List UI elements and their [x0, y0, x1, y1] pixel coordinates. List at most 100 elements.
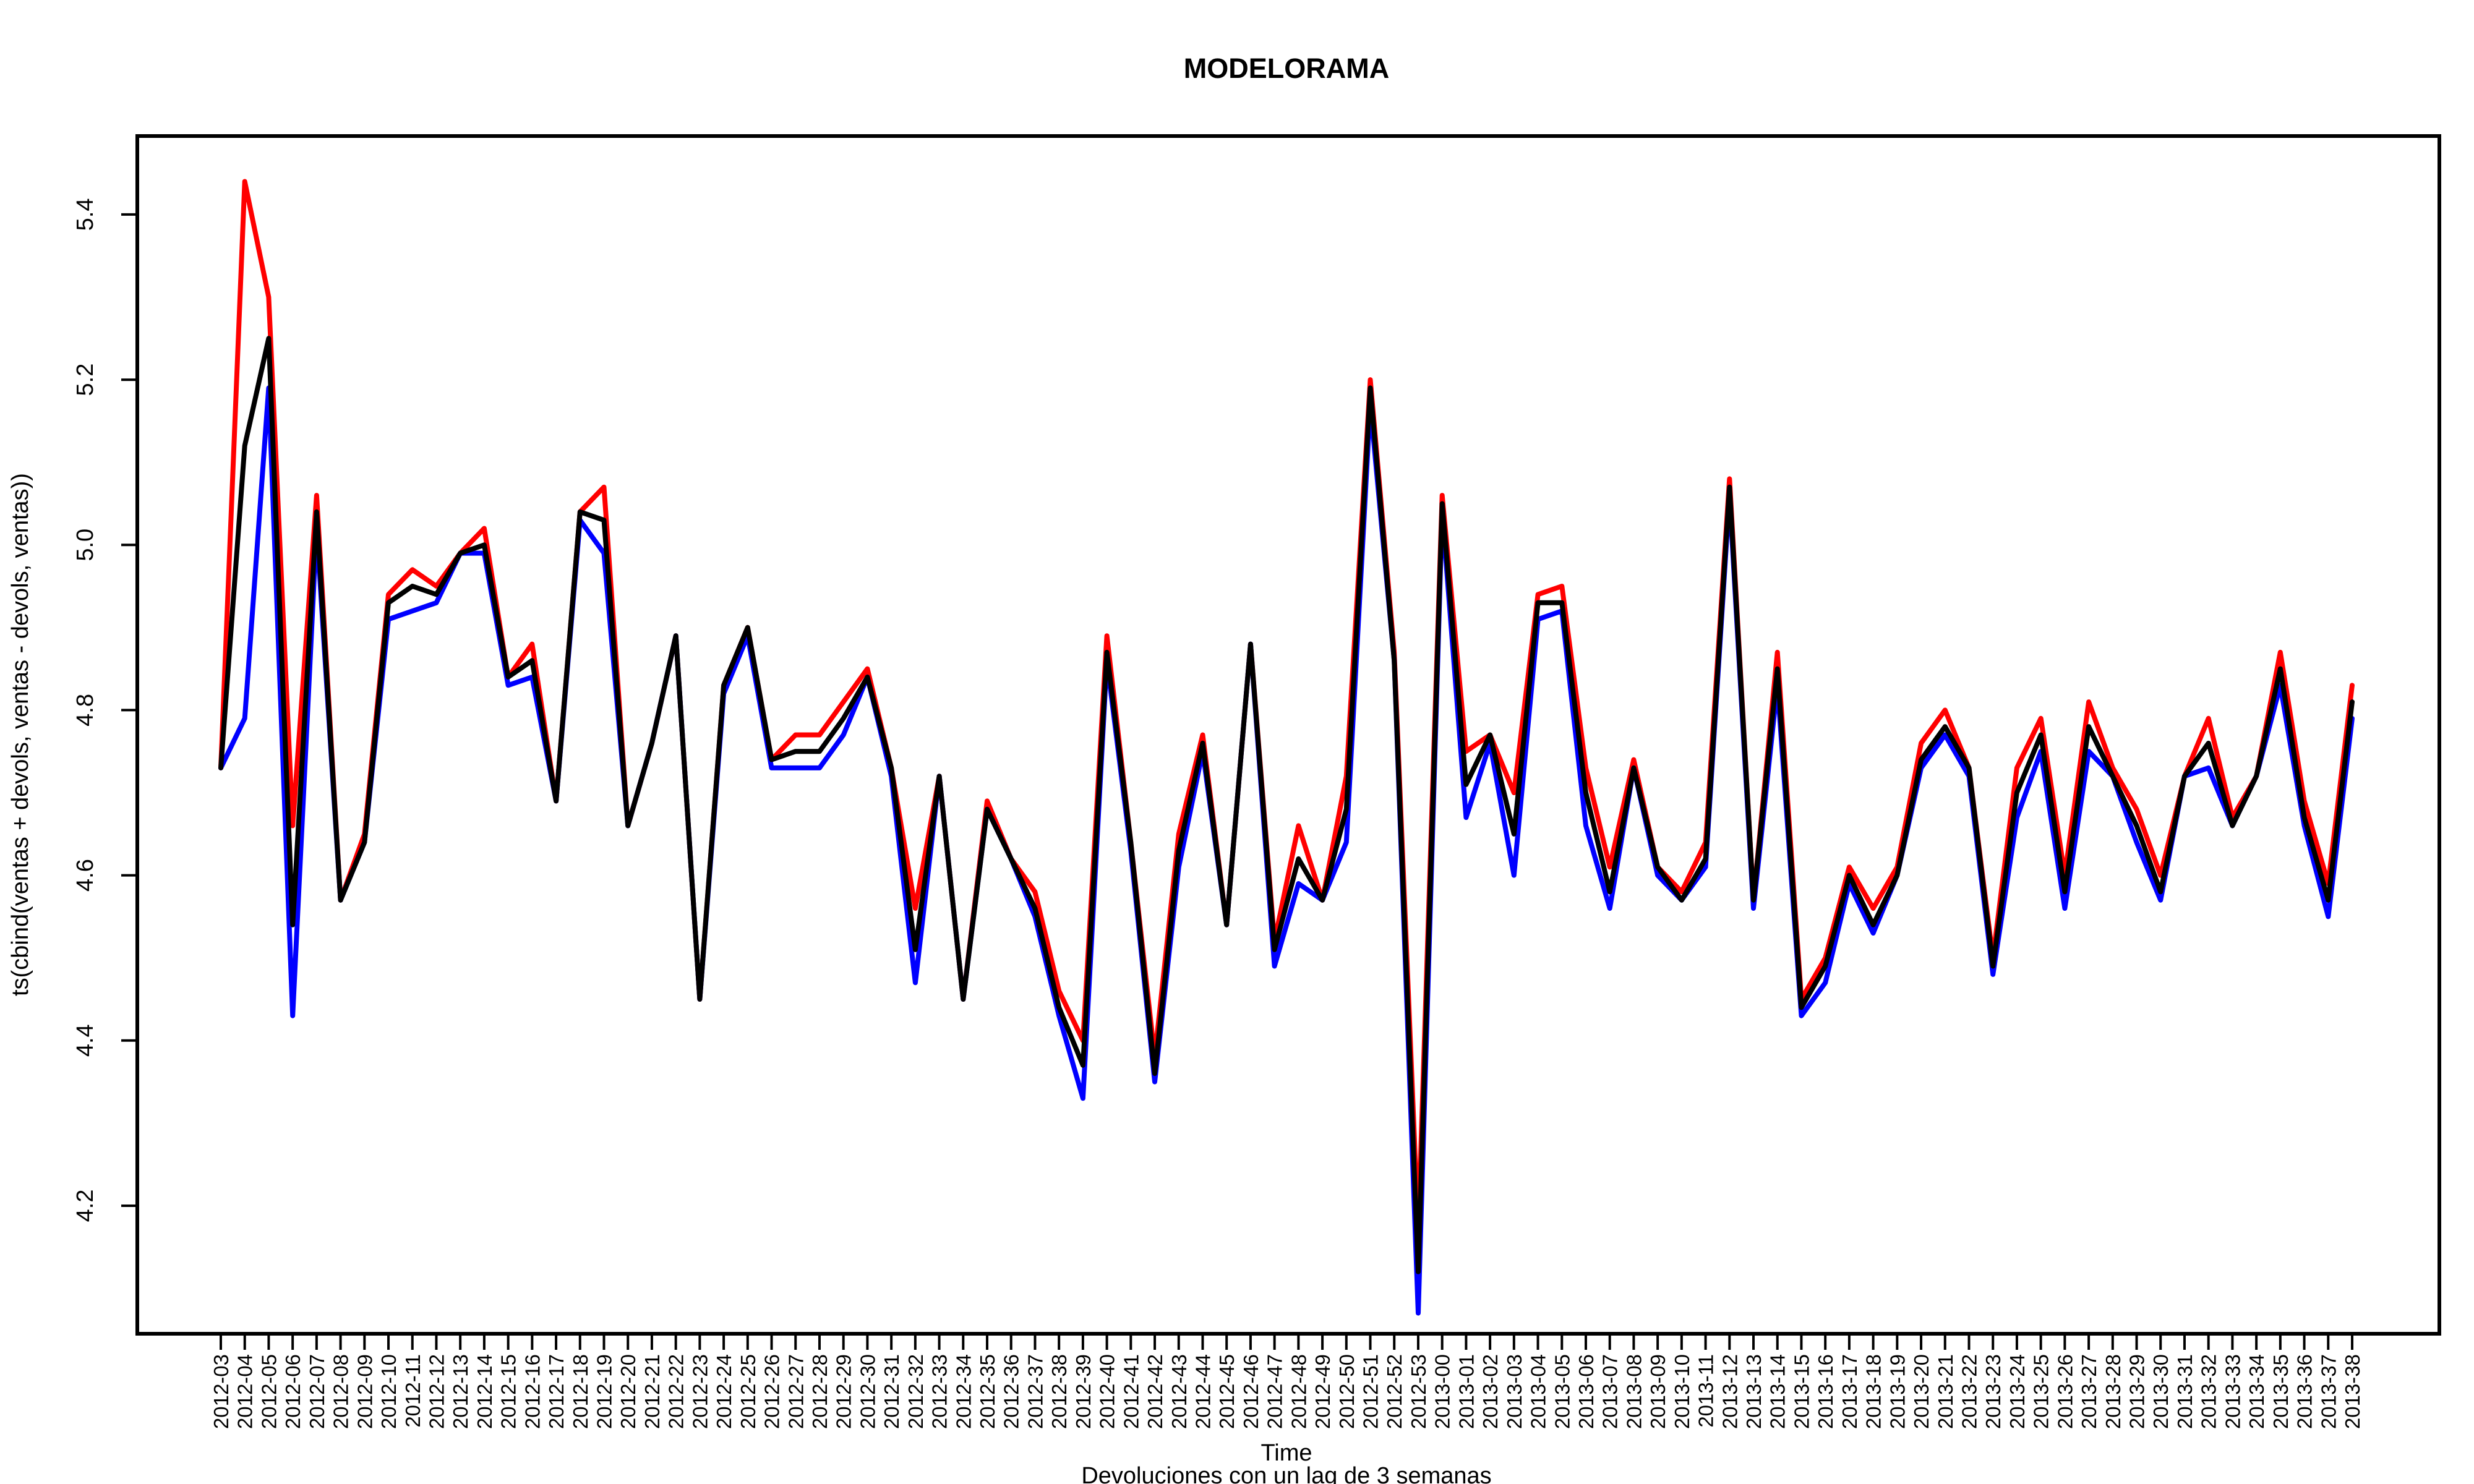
y-tick-label: 4.6 [72, 859, 98, 892]
x-tick-label: 2012-46 [1239, 1354, 1262, 1429]
series-lines [218, 179, 2355, 1316]
x-tick-label: 2012-04 [234, 1354, 257, 1429]
x-tick-label: 2013-09 [1646, 1354, 1669, 1429]
x-tick-label: 2012-12 [425, 1354, 448, 1429]
x-tick-label: 2013-27 [2078, 1354, 2100, 1429]
y-tick-label: 4.4 [72, 1024, 98, 1057]
x-tick-label: 2013-00 [1431, 1354, 1454, 1429]
x-tick-label: 2012-23 [688, 1354, 711, 1429]
chart-title: MODELORAMA [1184, 53, 1389, 84]
x-tick-label: 2013-35 [2269, 1354, 2292, 1429]
x-tick-label: 2012-27 [784, 1354, 807, 1429]
x-tick-label: 2012-39 [1072, 1354, 1095, 1429]
x-tick-label: 2012-24 [713, 1354, 735, 1429]
x-tick-label: 2012-05 [257, 1354, 280, 1429]
x-tick-label: 2012-14 [473, 1354, 496, 1429]
x-tick-label: 2013-28 [2102, 1354, 2125, 1429]
x-tick-label: 2012-16 [521, 1354, 544, 1429]
x-tick-label: 2012-10 [377, 1354, 400, 1429]
x-tick-label: 2013-05 [1551, 1354, 1573, 1429]
plot-frame [135, 134, 2441, 1336]
x-tick-label: 2013-26 [2053, 1354, 2076, 1429]
x-tick-label: 2012-50 [1335, 1354, 1358, 1429]
x-axis: 2012-03 2012-04 2012-05 2012-06 2012-07 2012-… [210, 1334, 2364, 1429]
x-tick-label: 2013-11 [1695, 1354, 1718, 1428]
x-tick-label: 2013-04 [1527, 1354, 1550, 1429]
y-tick-label: 4.8 [72, 694, 98, 727]
x-tick-label: 2012-51 [1359, 1354, 1382, 1429]
series-line-2 [218, 385, 2355, 1316]
x-tick-label: 2013-01 [1455, 1354, 1478, 1429]
x-tick-label: 2012-33 [928, 1354, 951, 1429]
x-tick-label: 2012-21 [641, 1354, 664, 1429]
x-tick-label: 2013-02 [1479, 1354, 1502, 1429]
x-tick-label: 2012-03 [210, 1354, 233, 1429]
x-tick-label: 2012-40 [1096, 1354, 1119, 1429]
x-tick-label: 2012-53 [1407, 1354, 1430, 1429]
x-tick-label: 2012-32 [904, 1354, 927, 1429]
x-tick-label: 2012-19 [593, 1354, 616, 1429]
x-tick-label: 2013-14 [1766, 1354, 1789, 1429]
x-tick-label: 2012-48 [1287, 1354, 1310, 1429]
x-tick-label: 2013-31 [2173, 1354, 2196, 1429]
x-tick-label: 2013-15 [1790, 1354, 1813, 1429]
y-tick-label: 5.2 [72, 364, 98, 396]
x-tick-label: 2013-17 [1838, 1354, 1861, 1429]
x-tick-label: 2013-21 [1934, 1354, 1957, 1429]
y-axis-label: ts(cbind(ventas + devols, ventas - devol… [7, 473, 33, 996]
x-tick-label: 2012-28 [808, 1354, 831, 1429]
x-tick-label: 2013-29 [2126, 1354, 2149, 1429]
x-tick-label: 2012-08 [330, 1354, 353, 1429]
x-tick-label: 2012-18 [569, 1354, 592, 1429]
x-tick-label: 2012-22 [665, 1354, 688, 1429]
x-tick-label: 2012-26 [761, 1354, 784, 1429]
x-tick-label: 2013-20 [1910, 1354, 1933, 1429]
x-tick-label: 2012-09 [353, 1354, 376, 1429]
x-tick-label: 2013-24 [2006, 1354, 2029, 1429]
x-tick-label: 2012-11 [401, 1354, 424, 1428]
y-axis: 4.2 4.4 4.6 4.8 5.0 5.2 5.4 [72, 198, 137, 1222]
x-tick-label: 2013-16 [1814, 1354, 1837, 1429]
x-tick-label: 2013-12 [1718, 1354, 1741, 1429]
x-tick-label: 2013-38 [2341, 1354, 2364, 1429]
x-tick-label: 2012-35 [976, 1354, 999, 1429]
x-tick-label: 2013-30 [2149, 1354, 2172, 1429]
x-tick-label: 2012-17 [545, 1354, 568, 1429]
x-tick-label: 2012-45 [1215, 1354, 1238, 1429]
x-tick-label: 2012-34 [952, 1354, 975, 1429]
x-tick-label: 2012-47 [1264, 1354, 1286, 1429]
chart-subtitle: Devoluciones con un lag de 3 semanas [1081, 1463, 1491, 1484]
x-tick-label: 2013-23 [1982, 1354, 2005, 1429]
x-tick-label: 2013-33 [2221, 1354, 2244, 1429]
x-tick-label: 2012-36 [1000, 1354, 1023, 1429]
x-tick-label: 2012-29 [833, 1354, 855, 1429]
series-line-3 [218, 336, 2355, 1274]
x-axis-label: Time [1261, 1440, 1312, 1466]
x-tick-label: 2012-37 [1024, 1354, 1047, 1429]
x-tick-label: 2012-25 [737, 1354, 760, 1429]
x-tick-label: 2013-18 [1862, 1354, 1885, 1429]
x-tick-label: 2013-36 [2293, 1354, 2316, 1429]
x-tick-label: 2013-08 [1622, 1354, 1645, 1429]
x-tick-label: 2012-43 [1168, 1354, 1191, 1429]
y-tick-label: 5.0 [72, 529, 98, 561]
x-tick-label: 2013-19 [1886, 1354, 1909, 1429]
x-tick-label: 2013-10 [1671, 1354, 1693, 1429]
x-tick-label: 2012-07 [306, 1354, 328, 1429]
x-tick-label: 2013-07 [1599, 1354, 1622, 1429]
x-tick-label: 2012-06 [281, 1354, 304, 1429]
y-tick-label: 5.4 [72, 198, 98, 231]
x-tick-label: 2012-31 [880, 1354, 903, 1429]
x-tick-label: 2012-52 [1383, 1354, 1406, 1429]
x-tick-label: 2013-37 [2317, 1354, 2340, 1429]
x-tick-label: 2012-44 [1191, 1354, 1214, 1429]
x-tick-label: 2013-34 [2245, 1354, 2268, 1429]
x-tick-label: 2013-22 [1958, 1354, 1980, 1429]
x-tick-label: 2013-06 [1575, 1354, 1598, 1429]
x-tick-label: 2012-30 [856, 1354, 879, 1429]
x-tick-label: 2012-13 [449, 1354, 472, 1429]
x-tick-label: 2012-42 [1144, 1354, 1166, 1429]
x-tick-label: 2013-03 [1503, 1354, 1526, 1429]
y-tick-label: 4.2 [72, 1190, 98, 1222]
